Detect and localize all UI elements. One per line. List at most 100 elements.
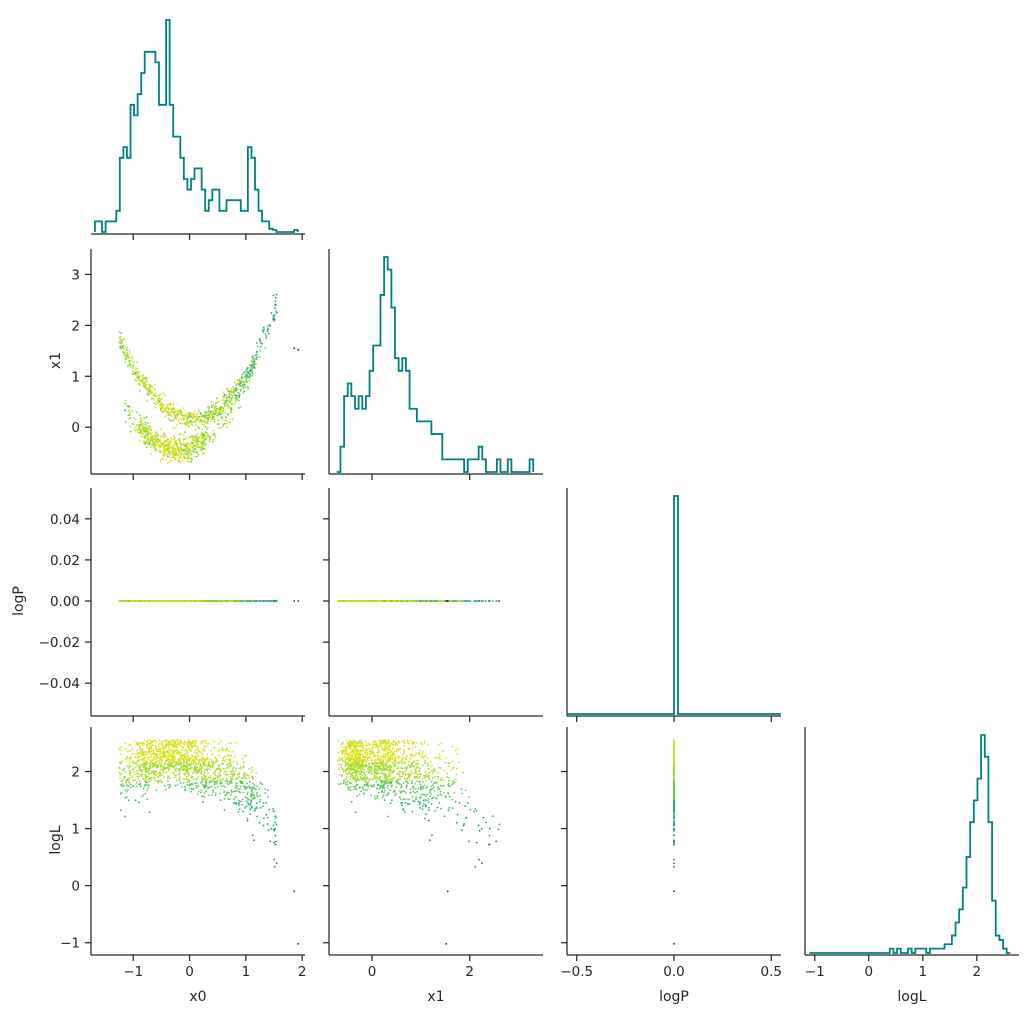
scatter-point (180, 450, 182, 453)
scatter-point (129, 765, 132, 768)
scatter-point (144, 385, 147, 388)
scatter-point (196, 441, 199, 444)
scatter-point (198, 418, 200, 421)
scatter-point (344, 600, 347, 602)
scatter-point (259, 345, 262, 348)
scatter-point (183, 457, 186, 459)
scatter-point (370, 600, 373, 602)
scatter-point (153, 434, 156, 437)
scatter-point (186, 424, 189, 427)
scatter-point (207, 411, 210, 414)
histogram-step (567, 495, 781, 715)
scatter-point (234, 402, 237, 404)
scatter-point (119, 339, 122, 341)
scatter-point (212, 434, 214, 436)
scatter-point (203, 448, 206, 451)
scatter-point (150, 385, 153, 387)
scatter-point (232, 600, 235, 602)
scatter-point (143, 382, 146, 384)
scatter-point (180, 454, 183, 456)
scatter-point (275, 311, 278, 314)
scatter-point (227, 784, 230, 786)
scatter-point (192, 414, 194, 417)
scatter-point (179, 441, 181, 444)
scatter-point (391, 600, 394, 602)
scatter-point (195, 415, 198, 417)
scatter-point (274, 827, 277, 830)
scatter-point (199, 440, 202, 443)
scatter-point (201, 440, 204, 442)
scatter-point (196, 600, 199, 602)
scatter-point (128, 349, 131, 352)
scatter-point (222, 412, 225, 415)
y-tick-label: 1 (71, 369, 80, 385)
scatter-point (223, 422, 226, 425)
scatter-point (138, 600, 141, 602)
scatter-point (165, 757, 168, 759)
scatter-point (186, 767, 188, 770)
scatter-point (160, 409, 162, 412)
scatter-point (166, 461, 169, 464)
histogram-step (94, 19, 299, 233)
scatter-point (297, 348, 300, 351)
scatter-point (258, 821, 261, 824)
scatter-point (193, 455, 195, 458)
scatter-point (264, 791, 267, 794)
scatter-point (136, 749, 139, 752)
scatter-point (152, 394, 155, 397)
scatter-point (153, 402, 156, 405)
scatter-point (165, 439, 167, 442)
scatter-point (195, 424, 197, 427)
scatter-point (196, 433, 199, 435)
scatter-point (168, 443, 171, 446)
scatter-point (208, 405, 211, 408)
scatter-point (137, 370, 140, 373)
scatter-point (149, 446, 152, 448)
scatter-point (253, 600, 256, 602)
scatter-point (350, 600, 353, 602)
scatter-point (431, 600, 433, 602)
scatter-point (230, 600, 233, 602)
scatter-point (134, 418, 137, 421)
scatter-point (138, 382, 141, 385)
scatter-point (243, 386, 246, 389)
scatter-point (245, 380, 248, 382)
scatter-point (138, 378, 141, 381)
scatter-point (191, 436, 193, 439)
scatter-point (146, 433, 149, 436)
scatter-point (160, 404, 163, 406)
scatter-point (135, 371, 138, 373)
scatter-point (217, 772, 220, 775)
scatter-point (206, 753, 209, 756)
scatter-point (359, 600, 362, 602)
scatter-point (247, 600, 249, 602)
scatter-point (146, 392, 149, 394)
scatter-point (267, 325, 269, 328)
scatter-point (204, 415, 207, 418)
scatter-point (133, 753, 136, 755)
scatter-point (126, 346, 128, 349)
scatter-point (145, 416, 148, 418)
scatter-point (238, 383, 241, 385)
scatter-point (227, 413, 229, 416)
scatter-point (155, 439, 158, 441)
scatter-point (121, 760, 123, 762)
scatter-point (209, 416, 211, 419)
scatter-point (134, 773, 137, 775)
scatter-point (222, 391, 225, 393)
scatter-point (154, 739, 157, 742)
scatter-point (137, 778, 140, 780)
scatter-point (120, 780, 123, 783)
scatter-point (212, 413, 215, 415)
scatter-point (244, 371, 247, 374)
scatter-point (127, 410, 130, 412)
scatter-point (230, 754, 232, 757)
scatter-point (216, 401, 219, 404)
scatter-point (172, 419, 174, 422)
scatter-point (275, 310, 277, 312)
scatter-point (189, 600, 192, 602)
scatter-point (183, 762, 185, 765)
scatter-point (190, 423, 193, 426)
scatter-point (239, 380, 241, 383)
scatter-point (177, 757, 180, 760)
